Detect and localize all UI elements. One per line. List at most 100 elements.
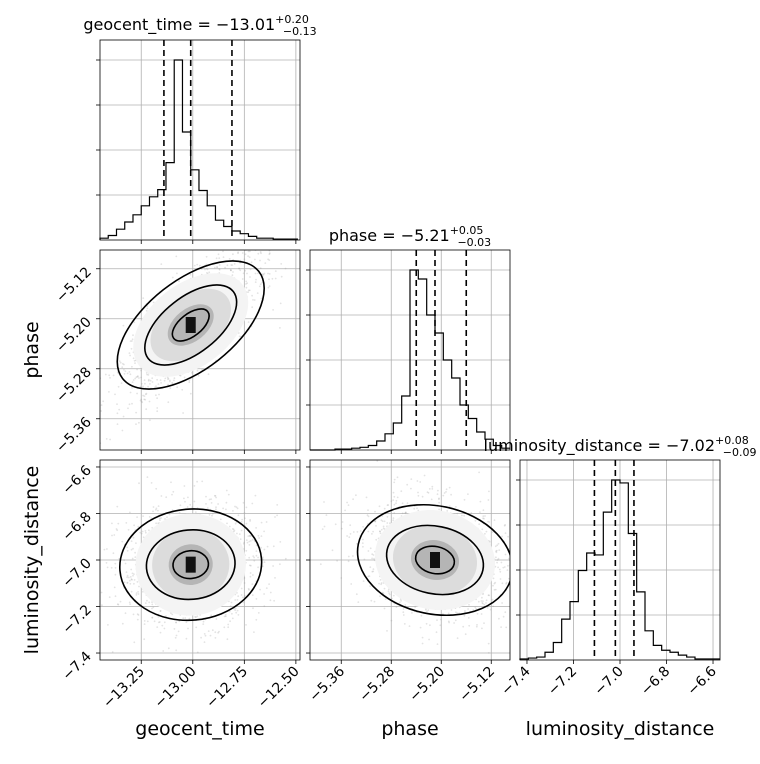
sample-point xyxy=(492,605,495,608)
sample-point xyxy=(167,378,169,381)
sample-point xyxy=(162,650,165,652)
sample-point xyxy=(379,532,382,535)
sample-point xyxy=(249,564,252,567)
sample-point xyxy=(245,522,248,525)
sample-point xyxy=(231,274,234,277)
sample-point xyxy=(135,411,138,414)
sample-point xyxy=(194,616,197,618)
sample-point xyxy=(495,550,497,553)
sample-point xyxy=(467,608,469,610)
sample-point xyxy=(402,608,405,610)
sample-point xyxy=(489,608,492,611)
sample-point xyxy=(132,379,135,381)
sample-point xyxy=(382,525,385,528)
sample-point xyxy=(503,566,506,568)
sample-point xyxy=(404,512,406,515)
sample-point xyxy=(111,534,113,537)
sample-point xyxy=(255,544,258,547)
sample-point xyxy=(497,542,500,545)
sample-point xyxy=(159,610,162,612)
sample-point xyxy=(515,595,517,597)
sample-point xyxy=(120,382,123,384)
sample-point xyxy=(455,611,457,614)
sample-point xyxy=(263,593,265,595)
sample-point xyxy=(150,482,153,484)
sample-point xyxy=(255,598,258,600)
sample-point xyxy=(319,563,322,566)
y-tick-label: −5.20 xyxy=(53,314,95,356)
sample-point xyxy=(482,593,484,595)
sample-point xyxy=(254,258,256,261)
contour-line xyxy=(172,549,210,580)
sample-point xyxy=(392,519,395,522)
sample-point xyxy=(468,603,470,606)
sample-point xyxy=(176,272,178,275)
sample-point xyxy=(493,519,496,521)
sample-point xyxy=(136,375,139,378)
sample-point xyxy=(239,538,242,541)
sample-point xyxy=(426,610,428,613)
sample-point xyxy=(100,410,102,412)
grid-lines-hist xyxy=(100,59,300,196)
sample-point xyxy=(142,385,144,388)
title-geocent-time: geocent_time = −13.01+0.20 −0.13 xyxy=(83,13,316,38)
sample-point xyxy=(365,496,368,499)
sample-point xyxy=(218,268,221,271)
sample-point xyxy=(153,620,156,623)
sample-point xyxy=(167,377,170,380)
sample-point xyxy=(255,245,257,247)
sample-point xyxy=(115,528,118,530)
sample-point xyxy=(393,495,396,498)
sample-point xyxy=(436,643,439,645)
sample-point xyxy=(249,518,252,521)
sample-point xyxy=(431,485,434,488)
contour-line xyxy=(385,524,485,596)
sample-point xyxy=(126,549,129,552)
sample-point xyxy=(321,528,324,530)
sample-point xyxy=(133,641,136,644)
sample-point xyxy=(248,534,251,537)
sample-point xyxy=(132,536,135,539)
sample-point xyxy=(108,596,111,599)
sample-point xyxy=(208,514,211,516)
sample-point xyxy=(525,585,527,587)
sample-point xyxy=(255,527,257,529)
sample-point xyxy=(239,261,241,264)
sample-point xyxy=(247,587,250,590)
sample-point xyxy=(131,365,133,368)
sample-point xyxy=(182,412,185,414)
sample-point xyxy=(520,564,522,566)
sample-point xyxy=(381,520,384,523)
sample-point xyxy=(165,496,168,499)
sample-point xyxy=(384,598,387,600)
sample-point xyxy=(152,510,154,513)
sample-point xyxy=(114,562,117,565)
sample-point xyxy=(149,383,151,385)
sample-point xyxy=(448,486,451,489)
sample-point xyxy=(496,561,498,564)
sample-point xyxy=(408,625,411,627)
sample-point xyxy=(301,278,303,280)
sample-point xyxy=(404,604,407,606)
sample-point xyxy=(380,583,382,586)
sample-point xyxy=(232,528,235,531)
sample-point xyxy=(251,594,254,596)
sample-point xyxy=(228,257,231,260)
hist-panel-geocent-time xyxy=(96,39,301,244)
sample-point xyxy=(437,489,439,492)
sample-point xyxy=(222,250,224,253)
sample-point xyxy=(406,483,409,486)
sample-point xyxy=(279,541,282,543)
sample-point xyxy=(96,570,98,572)
sample-point xyxy=(372,554,375,556)
sample-point xyxy=(153,386,156,389)
sample-point xyxy=(131,381,134,383)
sample-point xyxy=(138,482,140,485)
sample-point xyxy=(125,522,128,524)
sample-point xyxy=(341,521,344,523)
sample-point xyxy=(478,471,480,474)
sample-point xyxy=(184,500,186,503)
sample-point xyxy=(374,520,376,523)
sample-point xyxy=(129,340,132,342)
sample-point xyxy=(226,522,228,525)
